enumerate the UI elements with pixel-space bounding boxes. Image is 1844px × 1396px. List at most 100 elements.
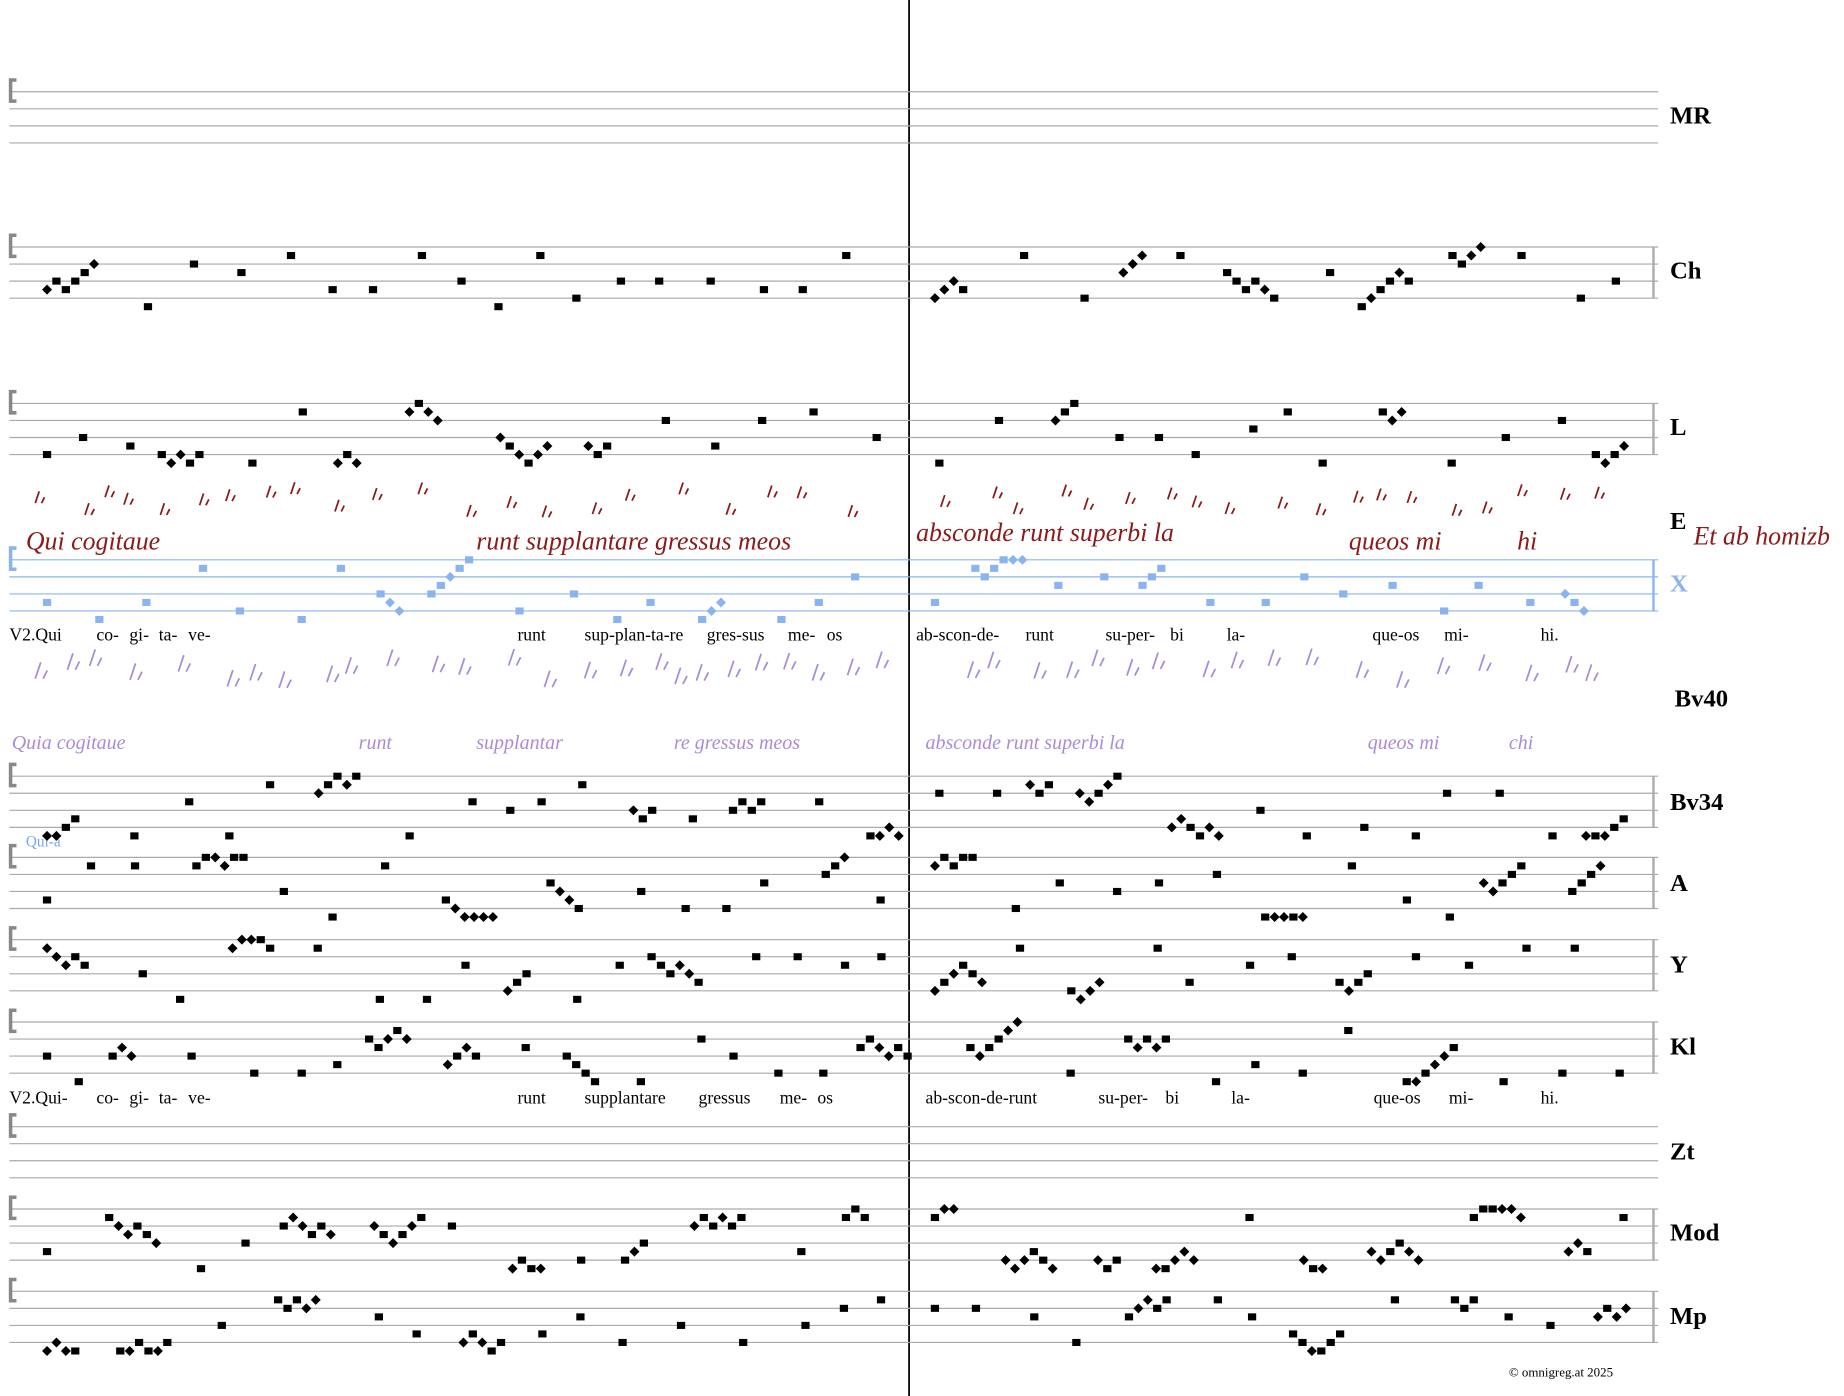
neume (959, 853, 968, 861)
neume (134, 1338, 144, 1346)
neume (505, 442, 514, 450)
neume (1591, 451, 1600, 459)
neume (572, 294, 581, 302)
neume (1440, 607, 1449, 615)
neume (1223, 269, 1232, 277)
neume (709, 1222, 718, 1230)
neume (572, 1061, 581, 1069)
neume (1411, 832, 1420, 840)
neume (427, 590, 436, 598)
clef (8, 389, 17, 415)
neume-sketch (344, 656, 359, 675)
neume (1166, 822, 1177, 833)
neume (1151, 1263, 1162, 1274)
neume (189, 260, 199, 268)
neume (1619, 1213, 1628, 1222)
neume (874, 1042, 885, 1053)
lyric: que-os (1372, 624, 1419, 644)
neume (1142, 1294, 1153, 1305)
neume (739, 1338, 748, 1346)
neume (1025, 779, 1036, 790)
neume (80, 269, 89, 277)
neume (1497, 1203, 1508, 1214)
neume (432, 415, 443, 426)
staff-label: E (1670, 508, 1686, 535)
neume (935, 789, 944, 797)
manuscript-text: absconde runt superbi la (926, 732, 1125, 754)
neume (301, 1303, 312, 1314)
lyric: gi- (129, 1088, 149, 1108)
neume (971, 564, 980, 572)
neume (422, 995, 432, 1003)
staff-label: Kl (1670, 1034, 1696, 1061)
neume (638, 815, 647, 823)
lyric: hi. (1541, 1088, 1559, 1108)
neume-sketch (992, 486, 1004, 499)
neume (328, 913, 337, 921)
neume (990, 564, 999, 572)
neume (1133, 1303, 1144, 1314)
neume (1298, 1338, 1307, 1346)
neume (1211, 1078, 1221, 1086)
neume (265, 781, 275, 789)
lyric: me- (788, 624, 816, 644)
neume (1309, 1265, 1318, 1273)
neume-sketch (1585, 664, 1599, 682)
neume (1445, 913, 1454, 921)
neume-sketch (198, 493, 210, 506)
neume (801, 1321, 810, 1329)
neume-sketch (1451, 503, 1463, 517)
neume-sketch (767, 485, 778, 498)
neume (332, 458, 343, 469)
neume (1112, 1256, 1121, 1264)
neume (1570, 598, 1579, 606)
neume (815, 798, 824, 806)
neume-sketch (88, 649, 103, 667)
neume (819, 1069, 828, 1077)
neume-sketch (543, 670, 558, 688)
neume (1603, 1304, 1612, 1312)
neume (313, 944, 322, 952)
neume-sketch (674, 667, 688, 685)
neume (697, 1035, 706, 1043)
neume-sketch (1315, 503, 1327, 516)
neume (201, 853, 210, 861)
neume (1363, 970, 1372, 978)
neume (980, 573, 989, 581)
staff-label: Bv40 (1675, 686, 1729, 713)
neume (71, 815, 80, 823)
neume (1161, 1035, 1170, 1043)
neume (1517, 862, 1526, 870)
neume (1213, 830, 1224, 841)
neume-sketch (1202, 660, 1217, 678)
neume (283, 1304, 292, 1312)
neume (603, 442, 612, 450)
neume-sketch (1191, 495, 1203, 508)
neume (971, 1304, 981, 1312)
neume-sketch (34, 491, 46, 504)
neume (1161, 1265, 1170, 1273)
neume (616, 277, 626, 285)
neume-sketch (1230, 651, 1245, 669)
neume (374, 1313, 383, 1321)
neume (1488, 1205, 1497, 1213)
neume (851, 1205, 860, 1213)
neume-sketch (875, 651, 890, 669)
neume-sketch (591, 502, 603, 515)
neume (1592, 1311, 1603, 1322)
lyric: ab-scon-de-runt (926, 1088, 1038, 1108)
staff-label: X (1670, 570, 1688, 597)
neume (1488, 886, 1499, 897)
neume (1572, 1238, 1583, 1249)
neume (1232, 277, 1241, 285)
neume (461, 1042, 472, 1053)
neume-sketch (1396, 670, 1410, 689)
neume (288, 1212, 299, 1223)
neume (1478, 877, 1489, 888)
neume-sketch (129, 663, 143, 681)
neume (144, 1347, 153, 1355)
neume (777, 615, 786, 624)
neume (130, 862, 140, 870)
lyric: bi (1165, 1088, 1179, 1108)
neume (453, 1052, 462, 1060)
